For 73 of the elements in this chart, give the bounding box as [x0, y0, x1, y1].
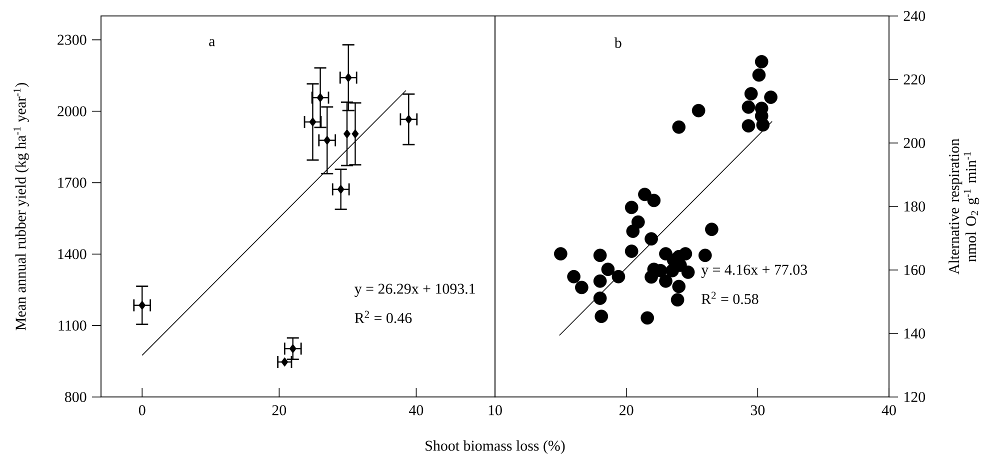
annotation: R$^{2}$ = 0.58	[702, 292, 758, 304]
point	[281, 357, 288, 367]
point	[742, 119, 756, 133]
x-tick-label: 10	[488, 405, 502, 416]
point	[554, 247, 568, 260]
y-tick-label: 200	[904, 138, 926, 148]
point	[567, 270, 580, 284]
y-tick-label: 160	[904, 264, 926, 276]
point	[744, 87, 758, 100]
y-tick-label: 1700	[58, 178, 86, 188]
point	[754, 55, 768, 68]
point	[692, 104, 706, 118]
y-tick-label: 2300	[58, 34, 86, 45]
point	[624, 200, 638, 214]
x-tick-label: 20	[272, 405, 286, 416]
point	[343, 129, 351, 139]
point	[670, 293, 684, 307]
point	[678, 247, 692, 260]
x-tick-label: 40	[409, 405, 424, 416]
point	[626, 224, 640, 238]
x-tick-label: 40	[882, 405, 896, 416]
point	[672, 120, 686, 134]
point	[742, 100, 756, 114]
x-tick-label: 0	[138, 405, 146, 416]
annotation: a	[209, 39, 216, 46]
point	[612, 270, 626, 284]
point	[624, 244, 638, 258]
point	[644, 232, 658, 246]
point	[647, 194, 661, 208]
point	[344, 72, 352, 82]
point	[698, 248, 712, 262]
x-axis-title: Shoot biomass loss (%)	[426, 440, 565, 454]
point	[659, 274, 672, 288]
point	[593, 274, 607, 288]
point	[593, 292, 607, 305]
y-tick-label: 140	[904, 328, 926, 339]
y-tick-label: 180	[904, 201, 926, 212]
y-tick-label: 800	[64, 392, 86, 402]
point	[324, 136, 331, 145]
point	[593, 248, 607, 262]
annotation: y = 4.16x + 77.03	[701, 264, 808, 278]
point	[638, 188, 652, 202]
y-tick-label: 220	[904, 74, 926, 85]
point	[681, 266, 695, 279]
point	[756, 118, 770, 132]
y-tick-label: 2000	[58, 106, 86, 116]
point	[601, 262, 615, 276]
y-tick-label: 120	[904, 392, 926, 402]
point	[752, 68, 766, 82]
point	[575, 280, 588, 294]
point	[666, 264, 679, 278]
point	[640, 311, 654, 325]
point	[352, 129, 359, 139]
x-tick-label: 20	[620, 405, 634, 416]
y-tick-label: 1400	[58, 249, 86, 260]
point	[405, 114, 412, 124]
y-tick-label: 1100	[58, 320, 86, 331]
point	[705, 222, 718, 236]
point	[764, 90, 778, 104]
annotation: y = 26.29x + 1093.1	[354, 284, 475, 297]
x-tick-label: 30	[750, 405, 765, 416]
point	[672, 280, 686, 294]
point	[138, 300, 146, 310]
y-axis-title: Mean annual rubber yield (kg ha$^{-1}$ year$^{-1}$)	[14, 83, 29, 330]
annotation: b	[614, 37, 622, 48]
y-tick-label: 240	[904, 10, 926, 22]
point	[594, 310, 608, 324]
point	[289, 344, 296, 354]
point	[631, 215, 645, 229]
annotation: R$^{2}$ = 0.46	[354, 310, 412, 324]
point	[337, 184, 344, 194]
point	[316, 92, 324, 102]
point	[309, 117, 316, 127]
